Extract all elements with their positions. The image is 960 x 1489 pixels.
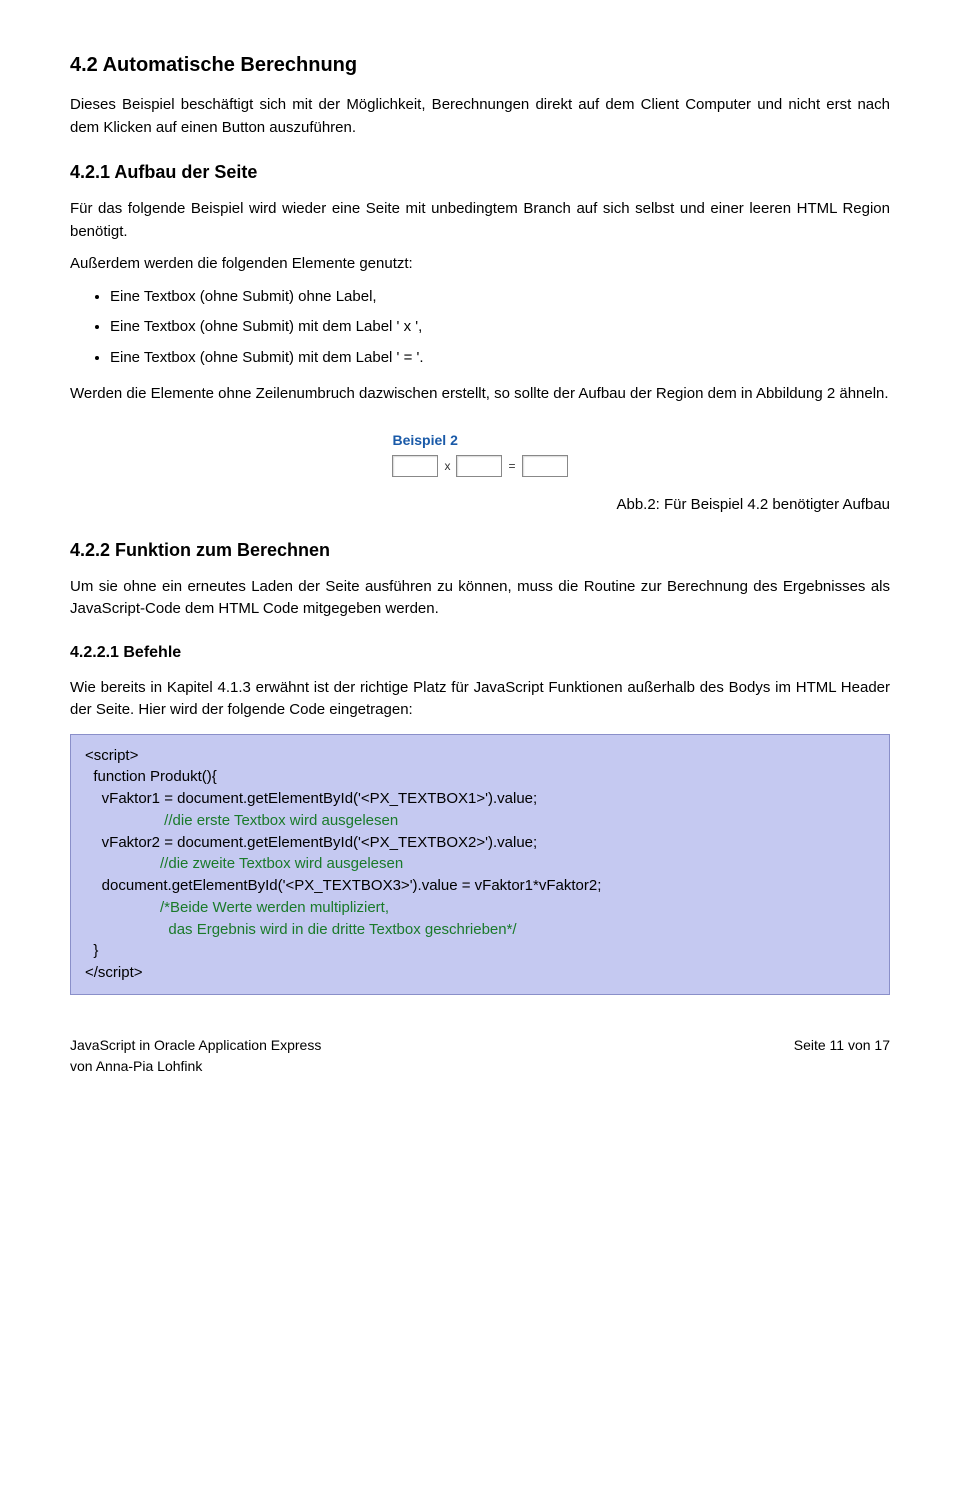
code-comment: //die erste Textbox wird ausgelesen <box>85 812 398 829</box>
section-heading-4-2-2: 4.2.2 Funktion zum Berechnen <box>70 537 890 564</box>
bullet-list: Eine Textbox (ohne Submit) ohne Label, E… <box>70 286 890 370</box>
section-heading-4-2-1: 4.2.1 Aufbau der Seite <box>70 159 890 186</box>
list-item: Eine Textbox (ohne Submit) mit dem Label… <box>110 316 890 339</box>
code-comment: /*Beide Werte werden multipliziert, <box>85 899 389 916</box>
code-comment: das Ergebnis wird in die dritte Textbox … <box>85 921 517 938</box>
figure-textbox-3 <box>522 455 568 477</box>
section-heading-4-2-2-1: 4.2.2.1 Befehle <box>70 641 890 665</box>
figure-textbox-1 <box>392 455 438 477</box>
paragraph: Außerdem werden die folgenden Elemente g… <box>70 253 890 276</box>
page-footer: JavaScript in Oracle Application Express… <box>70 1035 890 1077</box>
code-line: function Produkt(){ <box>85 768 217 785</box>
figure-beispiel-2: Beispiel 2 x = <box>70 430 890 485</box>
paragraph: Wie bereits in Kapitel 4.1.3 erwähnt ist… <box>70 677 890 722</box>
code-line: <script> <box>85 747 138 764</box>
list-item: Eine Textbox (ohne Submit) ohne Label, <box>110 286 890 309</box>
paragraph: Für das folgende Beispiel wird wieder ei… <box>70 198 890 243</box>
paragraph: Werden die Elemente ohne Zeilenumbruch d… <box>70 383 890 406</box>
figure-textbox-2 <box>456 455 502 477</box>
paragraph: Um sie ohne ein erneutes Laden der Seite… <box>70 576 890 621</box>
list-item: Eine Textbox (ohne Submit) mit dem Label… <box>110 347 890 370</box>
code-comment: //die zweite Textbox wird ausgelesen <box>85 855 403 872</box>
section-heading-4-2: 4.2 Automatische Berechnung <box>70 50 890 80</box>
code-line: </script> <box>85 964 143 981</box>
code-block: <script> function Produkt(){ vFaktor1 = … <box>70 734 890 995</box>
figure-operator-equals: = <box>508 457 515 475</box>
code-line: vFaktor2 = document.getElementById('<PX_… <box>85 834 537 851</box>
code-line: document.getElementById('<PX_TEXTBOX3>')… <box>85 877 601 894</box>
figure-caption: Abb.2: Für Beispiel 4.2 benötigter Aufba… <box>70 494 890 517</box>
footer-page-number: Seite 11 von 17 <box>794 1035 890 1077</box>
footer-author: von Anna-Pia Lohfink <box>70 1056 321 1077</box>
code-line: vFaktor1 = document.getElementById('<PX_… <box>85 790 537 807</box>
figure-title: Beispiel 2 <box>392 430 567 451</box>
figure-operator-x: x <box>444 457 450 475</box>
paragraph: Dieses Beispiel beschäftigt sich mit der… <box>70 94 890 139</box>
code-line: } <box>85 942 98 959</box>
footer-doc-title: JavaScript in Oracle Application Express <box>70 1035 321 1056</box>
